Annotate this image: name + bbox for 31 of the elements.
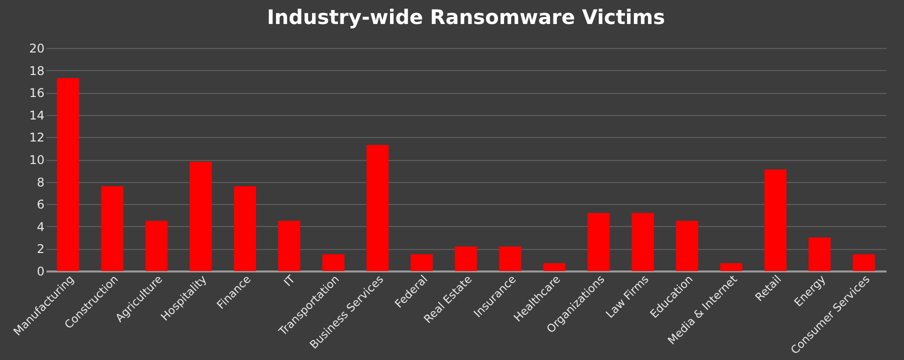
- bar: [101, 186, 124, 271]
- bar: [454, 246, 478, 271]
- bar: [588, 213, 610, 271]
- bar: [366, 145, 389, 271]
- bar: [410, 254, 433, 271]
- bar: [499, 246, 522, 271]
- bar: [632, 213, 654, 271]
- y-tick-label: 0: [36, 264, 44, 278]
- bar: [278, 220, 300, 271]
- y-tick-label: 6: [36, 198, 44, 212]
- y-tick-label: 8: [36, 175, 44, 190]
- y-tick-label: 16: [29, 86, 44, 100]
- bar: [57, 78, 80, 271]
- y-tick-label: 14: [29, 108, 44, 122]
- y-tick-label: 4: [36, 220, 44, 234]
- bar: [764, 170, 787, 271]
- bar: [322, 254, 344, 271]
- bar: [720, 263, 742, 271]
- y-tick-label: 12: [29, 130, 44, 145]
- bar: [808, 238, 831, 271]
- y-tick-label: 10: [29, 153, 44, 167]
- y-tick-label: 2: [36, 242, 44, 256]
- bar: [234, 186, 256, 271]
- chart-title: Industry-wide Ransomware Victims: [266, 5, 666, 29]
- bar: [543, 263, 566, 271]
- y-tick-label: 20: [29, 42, 44, 56]
- bar: [145, 220, 168, 271]
- bar: [852, 254, 875, 271]
- bar: [676, 220, 698, 271]
- bar: [190, 162, 212, 271]
- y-tick-label: 18: [29, 64, 44, 78]
